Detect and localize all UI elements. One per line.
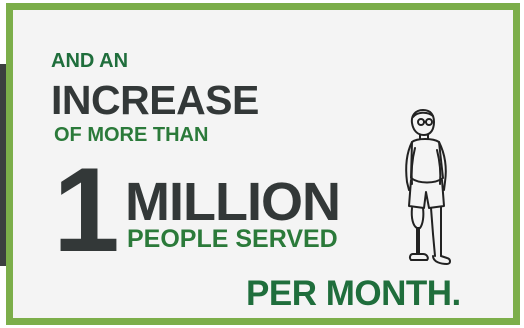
headline-line-1: AND AN xyxy=(51,50,129,72)
person-with-prosthetic-leg-icon xyxy=(405,109,451,265)
left-accent-bar xyxy=(0,64,8,266)
unit-label: MILLION xyxy=(125,172,341,232)
headline-line-2: INCREASE xyxy=(51,77,259,123)
headline-line-5: PEOPLE SERVED xyxy=(127,225,338,253)
big-number: 1 xyxy=(53,143,120,277)
headline-line-6: PER MONTH. xyxy=(246,274,461,313)
headline-line-3: OF MORE THAN xyxy=(54,124,209,146)
stat-card: AND AN INCREASE OF MORE THAN 1 MILLION P… xyxy=(6,3,520,325)
